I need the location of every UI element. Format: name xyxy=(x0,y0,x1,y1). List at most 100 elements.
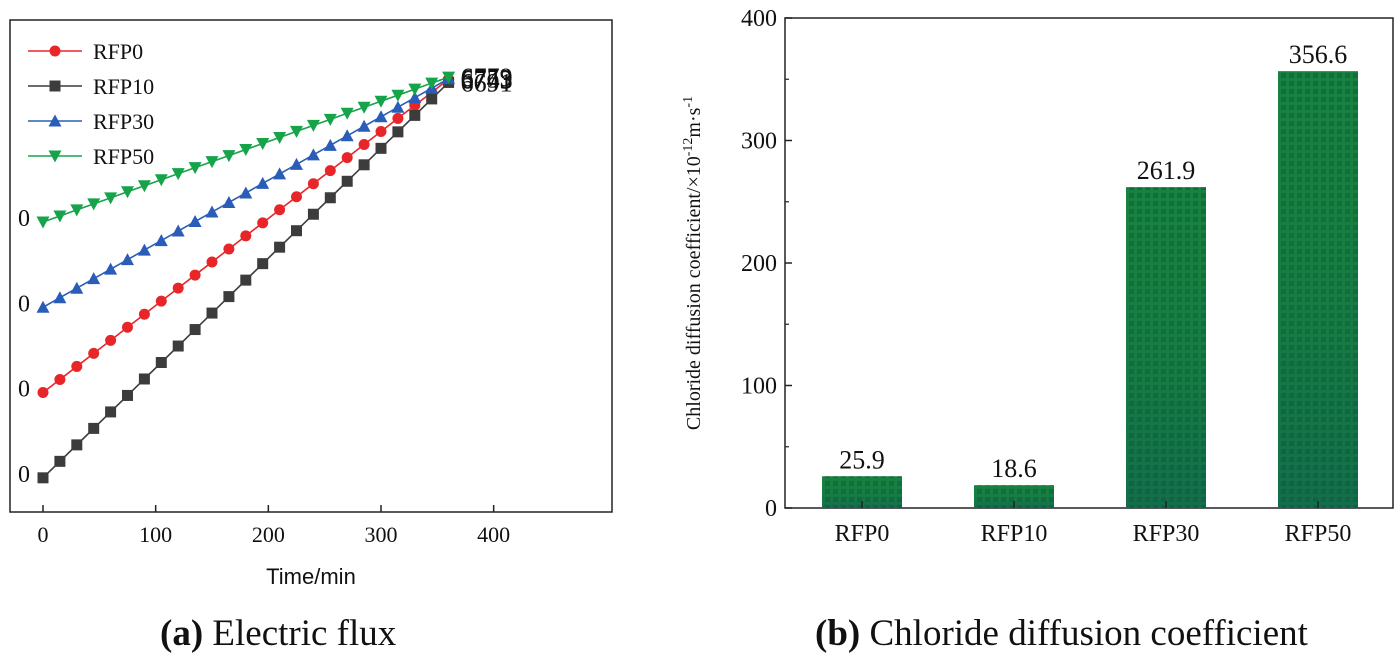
data-point-RFP50-150 xyxy=(205,156,219,169)
data-point-RFP10-105 xyxy=(155,356,167,368)
y-label-exp2: -1 xyxy=(681,96,696,108)
data-point-RFP10-300 xyxy=(375,142,387,154)
data-point-RFP10-90 xyxy=(138,373,150,385)
chart-a-legend: RFP0 RFP10 RFP30 RFP50 xyxy=(28,39,154,169)
data-point-RFP50-75 xyxy=(121,186,134,199)
caption-a: (a) Electric flux xyxy=(160,612,396,655)
data-point-RFP10-180 xyxy=(240,274,252,286)
legend-marker-RFP50 xyxy=(48,150,62,163)
bar-value-label-RFP0: 25.9 xyxy=(839,445,885,474)
data-point-RFP30-315 xyxy=(391,100,405,113)
y-tick-label-200: 200 xyxy=(741,251,777,277)
data-point-RFP50-15 xyxy=(53,210,67,223)
caption-a-letter: (a) xyxy=(160,613,204,654)
chart-a-x-axis-label: Time/min xyxy=(266,564,356,589)
chart-b-bars: 25.9 18.6 261.9 356.6 xyxy=(822,40,1358,509)
data-point-RFP0-120 xyxy=(172,282,184,294)
data-point-RFP10-315 xyxy=(392,126,404,138)
data-point-RFP30-15 xyxy=(53,291,67,304)
data-point-RFP50-165 xyxy=(222,150,236,163)
data-point-RFP0-195 xyxy=(257,217,269,229)
data-point-RFP30-75 xyxy=(121,253,134,266)
y-tick-label-400: 400 xyxy=(741,6,777,32)
data-point-RFP50-30 xyxy=(70,204,84,217)
end-label-RFP10: 6691 xyxy=(461,68,513,97)
data-point-RFP10-270 xyxy=(341,175,353,187)
data-point-RFP10-240 xyxy=(307,208,319,220)
data-point-RFP0-105 xyxy=(155,295,167,307)
legend-entry-RFP30: RFP30 xyxy=(28,109,154,134)
chart-b-y-axis-label: Chloride diffusion coefficient/×10-12m·s… xyxy=(681,96,705,430)
legend-marker-RFP10 xyxy=(49,80,61,92)
data-point-RFP50-300 xyxy=(374,95,388,108)
chart-b-x-ticks: RFP0 RFP10 RFP30 RFP50 xyxy=(835,501,1352,547)
bar-group-RFP50: 356.6 xyxy=(1278,40,1358,508)
data-point-RFP0-0 xyxy=(37,387,49,399)
start-label-RFP50: 0 xyxy=(18,206,30,232)
legend-label-RFP30: RFP30 xyxy=(93,109,154,134)
series-RFP10: 6691 0 xyxy=(18,68,513,487)
data-point-RFP10-255 xyxy=(324,192,336,204)
data-point-RFP10-75 xyxy=(122,389,133,401)
data-point-RFP30-240 xyxy=(306,148,320,161)
data-point-RFP30-210 xyxy=(273,167,287,180)
x-tick-label-RFP0: RFP0 xyxy=(835,521,890,547)
start-label-RFP30: 0 xyxy=(18,291,30,317)
chart-a-series-group: 6743 0 6691 0 6753 0 6779 0 xyxy=(18,63,513,488)
data-point-RFP10-225 xyxy=(291,225,302,237)
caption-b: (b) Chloride diffusion coefficient xyxy=(815,612,1308,655)
data-point-RFP30-105 xyxy=(154,234,168,247)
data-point-RFP0-45 xyxy=(88,347,100,359)
data-point-RFP50-285 xyxy=(357,101,371,114)
data-point-RFP30-165 xyxy=(222,195,236,208)
data-point-RFP0-300 xyxy=(375,125,387,137)
data-point-RFP50-330 xyxy=(408,83,422,96)
series-RFP30: 6753 0 xyxy=(18,65,513,318)
x-tick-label-RFP50: RFP50 xyxy=(1285,521,1352,547)
data-point-RFP50-345 xyxy=(425,77,439,90)
legend-label-RFP50: RFP50 xyxy=(93,144,154,169)
data-point-RFP30-30 xyxy=(70,281,84,294)
data-point-RFP50-255 xyxy=(323,113,337,126)
data-point-RFP0-15 xyxy=(54,373,66,385)
data-point-RFP50-135 xyxy=(188,162,202,175)
data-point-RFP50-105 xyxy=(154,174,168,187)
legend-label-RFP0: RFP0 xyxy=(93,39,143,64)
data-point-RFP30-45 xyxy=(87,272,101,285)
data-point-RFP0-150 xyxy=(206,256,218,268)
y-tick-label-300: 300 xyxy=(741,129,777,155)
data-point-RFP0-60 xyxy=(105,334,117,346)
data-point-RFP50-240 xyxy=(306,119,320,132)
data-point-RFP0-75 xyxy=(122,321,133,333)
caption-a-text: Electric flux xyxy=(212,613,397,654)
data-point-RFP30-60 xyxy=(104,262,118,275)
bar-value-label-RFP50: 356.6 xyxy=(1289,40,1348,69)
data-point-RFP0-90 xyxy=(138,308,150,320)
end-label-RFP50: 6779 xyxy=(461,63,513,92)
legend-marker-RFP30 xyxy=(48,114,62,127)
y-tick-label-0: 0 xyxy=(765,496,777,522)
y-label-exp1: -12 xyxy=(681,138,696,157)
data-point-RFP0-135 xyxy=(189,269,201,281)
chart-b-y-ticks: 0 100 200 300 400 xyxy=(741,6,792,522)
x-tick-label-400: 400 xyxy=(477,522,510,547)
data-point-RFP0-285 xyxy=(358,139,370,151)
data-point-RFP30-150 xyxy=(205,205,219,218)
y-tick-label-100: 100 xyxy=(741,374,777,400)
data-point-RFP10-0 xyxy=(37,472,49,484)
bar-group-RFP10: 18.6 xyxy=(974,454,1054,508)
data-point-RFP10-165 xyxy=(223,291,235,303)
start-label-RFP0: 0 xyxy=(18,377,30,403)
x-tick-label-100: 100 xyxy=(139,522,172,547)
data-point-RFP0-165 xyxy=(223,243,235,255)
data-point-RFP50-270 xyxy=(340,107,354,120)
data-point-RFP0-315 xyxy=(392,112,404,124)
data-point-RFP0-30 xyxy=(71,360,83,372)
x-tick-label-200: 200 xyxy=(252,522,285,547)
data-point-RFP0-240 xyxy=(307,178,319,190)
data-point-RFP10-285 xyxy=(358,159,370,171)
data-point-RFP50-60 xyxy=(104,192,118,205)
data-point-RFP0-255 xyxy=(324,165,336,177)
